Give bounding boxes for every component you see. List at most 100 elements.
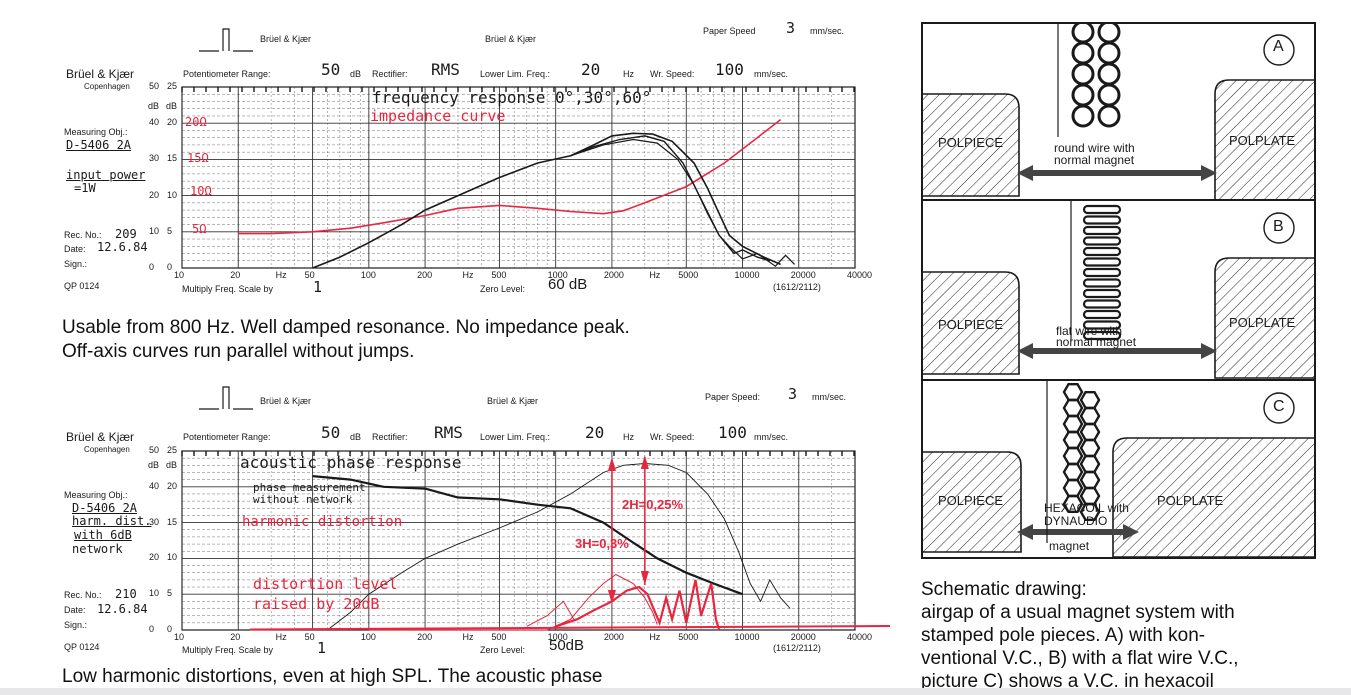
panel-c-desc-3: magnet [1049,539,1090,553]
x-tick-label: Hz [649,270,661,280]
round-wire [1071,104,1095,128]
schematic-caption-line-1: Schematic drawing: [921,579,1087,600]
note-line-3: network [72,542,123,556]
x-tick-label: 100 [360,632,376,642]
paper-speed-value: 3 [788,385,798,403]
airgap-arrow-head-left [1017,165,1033,181]
caption-1-line-2: Off-axis curves run parallel without jum… [62,341,415,362]
chart-code: (1612/2112) [773,643,821,653]
y-right-tick-label: 0 [167,262,173,272]
x-tick-label: 10000 [734,270,760,280]
panel-c-polpiece-label: POLPIECE [938,493,1004,508]
ohm-label-10: 10Ω [190,184,212,198]
brand-logo: Brüel & Kjær [66,67,135,81]
airgap-arrow-head-right [1123,524,1139,540]
x-tick-label: 500 [491,632,507,642]
header-brand-2: Brüel & Kjær [487,396,539,406]
zero-level-value: 50dB [549,637,585,654]
harmonic-distortion-plot [181,386,891,631]
rectifier-value: RMS [431,60,460,79]
y-right-tick-label: 0 [167,624,173,634]
ohm-label-20: 20Ω [185,115,207,129]
impedance-curve [238,118,782,235]
y-left-tick-label: 10 [149,225,160,236]
y-left-tick-label: 0 [149,262,155,272]
response-curve-60deg [570,138,796,267]
panel-a-desc-1: round wire with [1054,141,1135,155]
frequency-response-thin-curve [327,463,791,631]
panel-a-polpiece-label: POLPIECE [938,135,1004,150]
paper-speed-unit: mm/sec. [812,392,847,402]
measuring-obj-label: Measuring Obj.: [64,127,128,137]
h3-distortion-curve [368,573,658,631]
schematic-caption: Schematic drawing: airgap of a usual mag… [921,578,1351,693]
y-left-tick-label: 20 [149,552,160,563]
acoustic-phase-curve [312,475,743,596]
lower-lim-unit: Hz [623,432,634,442]
caption-2-line-1: Low harmonic distortions, even at high S… [62,666,603,687]
caption-1-line-1: Usable from 800 Hz. Well damped resonanc… [62,317,630,338]
panel-letter-circle [1263,392,1295,424]
h3-arrow-down [607,590,616,604]
x-tick-label: 10000 [734,632,760,642]
airgap-arrow-head-right [1201,165,1217,181]
panel-letter-circle [1263,212,1295,244]
y-left-tick-label: 50 [149,445,160,455]
polplate-shape [1214,257,1317,379]
harmonic-distortion-chart: Brüel & Kjær Brüel & Kjær Paper Speed: 3… [60,385,900,660]
panel-a-letter: A [1273,38,1284,55]
db-label-right: dB [166,460,178,470]
ohm-label-5: 5Ω [192,222,207,236]
flat-wire [1082,225,1122,236]
rectifier-value: RMS [434,423,463,442]
pot-range-value: 50 [321,423,341,442]
lower-lim-value: 20 [585,423,605,442]
flat-wire [1082,278,1122,288]
schematic-drawing [920,20,1317,559]
sign-label: Sign.: [64,259,88,269]
h2-distortion-curve [555,579,721,631]
x-tick-label: 10 [174,632,185,642]
db-label-left: dB [148,460,160,470]
panel-c-desc-2: DYNAUDIO [1044,514,1108,528]
polplate-shape [1112,437,1317,558]
distortion-level-annotation-2: raised by 20dB [253,595,380,613]
flat-wire [1082,299,1122,309]
header-brand-2: Brüel & Kjær [485,34,537,44]
y-right-tick-label: 20 [167,480,178,491]
panel-b-desc-2: normal magnet [1056,335,1137,349]
x-tick-label: 200 [417,270,433,280]
h3-annotation: 3H=0,3% [575,536,629,551]
header-brand-1: Brüel & Kjær [260,396,312,406]
round-wire [1097,104,1121,128]
x-tick-label: 500 [491,270,507,280]
pot-range-label: Potentiometer Range: [183,69,271,79]
acoustic-phase-annotation: acoustic phase response [240,453,462,472]
rec-no-label: Rec. No.: [64,590,102,600]
zero-level-label: Zero Level: [480,284,526,294]
impedance-curve-annotation: impedance curve [370,107,506,125]
x-tick-label: 2000 [603,270,624,280]
x-tick-label: 200 [417,632,433,642]
y-right-tick-label: 20 [167,117,178,128]
multiply-value: 1 [313,278,323,296]
rec-no-label: Rec. No.: [64,230,102,240]
form-code: QP 0124 [64,281,100,291]
flat-wire [1082,267,1122,278]
flat-wire [1082,246,1122,257]
pen-marker [199,386,253,410]
wr-speed-label: Wr. Speed: [650,432,695,442]
note-line-1: input power [66,168,146,182]
h2-arrow-up [640,455,649,469]
airgap-arrow-head-left [1017,343,1033,359]
x-tick-label: 20 [230,632,241,642]
schematic-caption-line-4: ventional V.C., B) with a flat wire V.C.… [921,648,1239,669]
x-tick-label: 1000 [547,270,568,280]
y-right-tick-label: 25 [167,445,178,455]
note-line-1: harm. dist. [72,514,152,528]
panel-a-desc-2: normal magnet [1054,153,1135,167]
y-left-tick-label: 30 [149,516,160,527]
distortion-level-annotation-1: distortion level [253,575,398,593]
paper-speed-unit: mm/sec. [810,26,845,36]
pot-range-unit: dB [350,69,362,79]
